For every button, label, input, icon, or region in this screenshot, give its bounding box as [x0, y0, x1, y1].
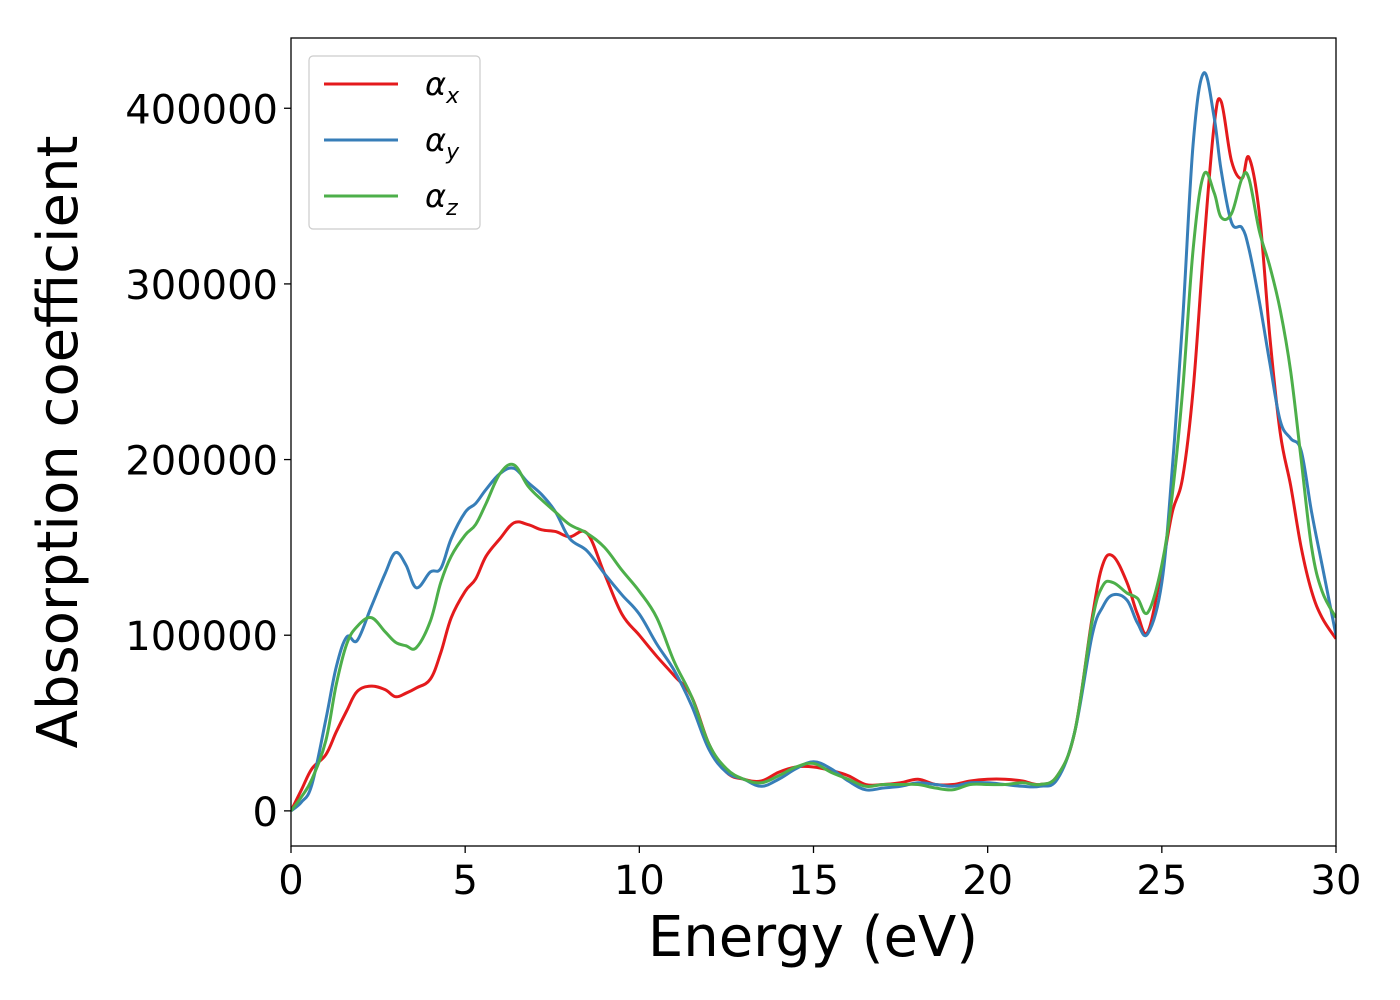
series-layer [291, 71, 1336, 813]
series-line-1 [291, 97, 1336, 812]
series-line-3 [291, 170, 1336, 812]
x-axis: 0 5 10 15 20 25 30 [278, 846, 1361, 904]
y-tick-label: 300000 [125, 263, 278, 309]
legend-label-2: αy [425, 121, 460, 165]
x-tick-label: 10 [614, 858, 665, 904]
legend-items: αx αy αz [324, 65, 460, 221]
x-tick-label: 5 [452, 858, 477, 904]
y-tick-label: 200000 [125, 439, 278, 485]
legend-label-1: αx [425, 65, 460, 109]
x-axis-label: Energy (eV) [648, 905, 978, 970]
x-tick-label: 15 [788, 858, 839, 904]
x-tick-label: 25 [1136, 858, 1187, 904]
y-tick-label: 100000 [125, 614, 278, 660]
x-tick-label: 20 [962, 858, 1013, 904]
y-axis: 0 100000 200000 300000 400000 [125, 87, 291, 836]
x-tick-label: 30 [1311, 858, 1362, 904]
x-tick-label: 0 [278, 858, 303, 904]
legend-label-3: αz [425, 177, 458, 221]
legend: αx αy αz [308, 55, 481, 230]
legend-box [308, 55, 481, 230]
y-tick-label: 0 [253, 790, 278, 836]
y-tick-label: 400000 [125, 87, 278, 133]
y-axis-label: Absorption coefficient [26, 136, 91, 749]
